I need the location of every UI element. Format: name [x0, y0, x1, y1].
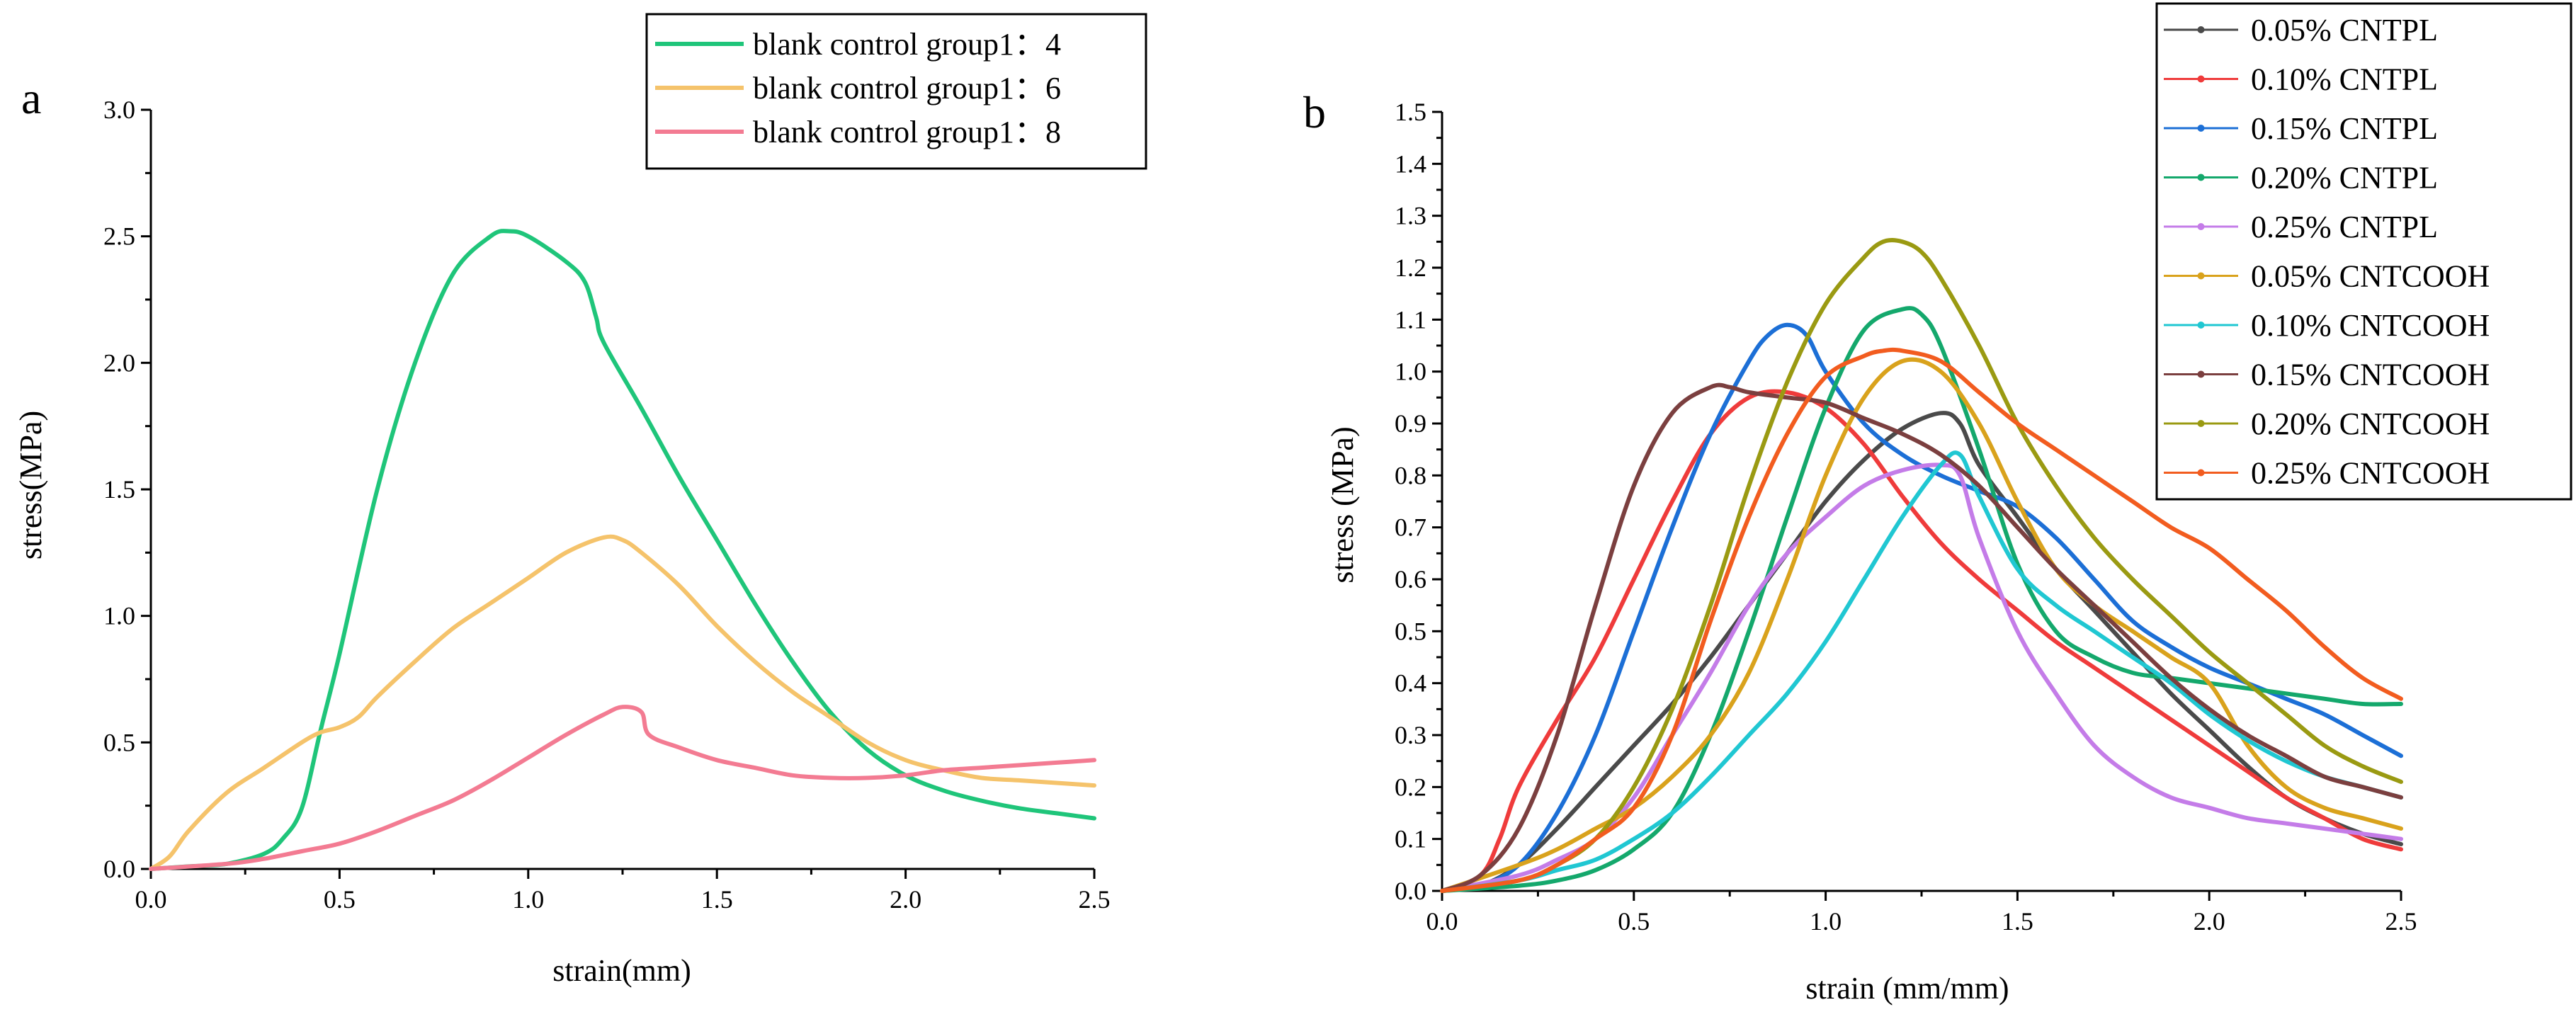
panel-b-y-tick-label: 1.5: [1395, 98, 1426, 126]
panel-b-legend-marker: [2197, 322, 2205, 329]
panel-a-x-label: strain(mm): [552, 953, 691, 988]
panel-b-legend-box: [2155, 2, 2572, 501]
panel-b-x-tick-label: 1.5: [2002, 907, 2033, 936]
panel-b-legend-marker: [2197, 125, 2205, 132]
panel-b-legend-label: 0.10% CNTCOOH: [2251, 308, 2490, 343]
panel-b-y-tick-label: 0.6: [1395, 565, 1426, 593]
panel-b-y-tick-label: 0.4: [1395, 669, 1426, 698]
panel-a-x-tick-label: 0.5: [324, 885, 356, 914]
panel-a-x-tick-label: 1.5: [701, 885, 733, 914]
panel-a-chart: a 0.0 0.5 1.0 1.5 2.0 2.5 0.0 0.5 1.0 1.5 2.0 2.5 3.…: [13, 13, 1147, 988]
panel-a-y-tick-label: 2.5: [103, 222, 135, 251]
panel-a-legend-label: blank control group1：4: [753, 27, 1061, 62]
panel-a-series-line-1: [149, 229, 1096, 871]
panel-b-y-tick-label: 0.9: [1395, 409, 1426, 438]
panel-b-series-line-9: [1440, 238, 2403, 893]
panel-b-x-tick-label: 0.5: [1618, 907, 1650, 936]
panel-b-y-tick-label: 0.5: [1395, 617, 1426, 645]
panel-b-y-tick-label: 0.7: [1395, 513, 1426, 542]
panel-b-legend-marker: [2197, 174, 2205, 181]
panel-b-legend-label: 0.10% CNTPL: [2251, 62, 2438, 97]
panel-b-x-tick-label: 0.0: [1426, 907, 1458, 936]
panel-a-series: [149, 229, 1096, 871]
panel-b-chart: b 0.0 0.5 1.0 1.5 2.0 2.50.00.10.20.30.40.50.…: [1303, 2, 2572, 1006]
panel-b-x-tick-label: 2.0: [2194, 907, 2225, 936]
panel-b-series-line-1: [1440, 411, 2403, 893]
panel-b-y-tick-label: 0.2: [1395, 773, 1426, 801]
panel-b-legend-marker: [2197, 469, 2205, 477]
panel-b-y-tick-label: 0.1: [1395, 825, 1426, 853]
panel-a-x-tick-label: 2.0: [890, 885, 921, 914]
panel-a-legend-label: blank control group1：8: [753, 115, 1061, 149]
panel-b-legend-label: 0.05% CNTCOOH: [2251, 259, 2490, 294]
panel-a-y-tick-label: 0.0: [103, 855, 135, 883]
panel-a-y-tick-label: 0.5: [103, 728, 135, 756]
panel-b-legend-label: 0.25% CNTPL: [2251, 210, 2438, 244]
panel-b-legend-label: 0.25% CNTCOOH: [2251, 456, 2490, 491]
panel-b-series: [1440, 238, 2403, 893]
panel-b-series-line-7: [1440, 450, 2403, 893]
panel-a-legend-box: [645, 13, 1147, 170]
panel-b-y-tick-label: 1.0: [1395, 358, 1426, 386]
panel-b-legend-marker: [2197, 420, 2205, 427]
panel-b-legend-marker: [2197, 223, 2205, 230]
panel-b-legend-label: 0.15% CNTCOOH: [2251, 358, 2490, 392]
panel-a-legend-label: blank control group1：6: [753, 71, 1061, 106]
panel-b-x-tick-label: 2.5: [2385, 907, 2417, 936]
panel-b-legend-marker: [2197, 75, 2205, 83]
panel-b-series-line-5: [1440, 462, 2403, 893]
panel-b-x-label: strain (mm/mm): [1805, 971, 2009, 1006]
panel-a-series-line-2: [149, 534, 1096, 871]
panel-b-y-tick-label: 0.8: [1395, 461, 1426, 489]
panel-b-legend-label: 0.15% CNTPL: [2251, 111, 2438, 146]
panel-a-y-tick-label: 3.0: [103, 96, 135, 124]
panel-b-y-tick-label: 1.2: [1395, 254, 1426, 282]
panel-b-legend: 0.05% CNTPL 0.10% CNTPL 0.15% CNTPL 0.20% C…: [2155, 2, 2572, 501]
panel-b-ticks: 0.0 0.5 1.0 1.5 2.0 2.5 0.0 0.1 0.2 0.3 0.4 0.5 0.6 0…: [1395, 98, 2417, 936]
panel-a-series-line-3: [149, 705, 1096, 871]
panel-a-letter: a: [21, 73, 41, 123]
panel-a-y-tick-label: 1.0: [103, 602, 135, 630]
panel-a-x-tick-label: 0.0: [135, 885, 167, 914]
panel-b-y-tick-label: 1.3: [1395, 202, 1426, 230]
panel-b-y-tick-label: 0.0: [1395, 877, 1426, 905]
panel-a-y-label: stress(MPa): [13, 411, 48, 559]
panel-b-y-tick-label: 1.4: [1395, 149, 1426, 178]
panel-a-ticks: 0.0 0.5 1.0 1.5 2.0 2.5 0.0 0.5 1.0 1.5 2.0 2.5 3.0: [103, 96, 1111, 914]
panel-a-x-tick-label: 2.5: [1079, 885, 1111, 914]
panel-b-series-line-6: [1440, 357, 2403, 893]
panel-b-letter: b: [1303, 87, 1326, 137]
panel-b-legend-marker: [2197, 370, 2205, 378]
panel-b-legend-label: 0.05% CNTPL: [2251, 13, 2438, 47]
panel-b-legend-marker: [2197, 272, 2205, 280]
panel-a-y-tick-label: 2.0: [103, 348, 135, 377]
panel-b-series-line-10: [1440, 347, 2403, 893]
panel-a-y-tick-label: 1.5: [103, 475, 135, 504]
panel-b-series-line-8: [1440, 382, 2403, 893]
panel-b-legend-label: 0.20% CNTPL: [2251, 161, 2438, 195]
panel-b-x-tick-label: 1.0: [1810, 907, 1842, 936]
panel-b-series-line-3: [1440, 322, 2403, 893]
panel-a-legend: blank control group1：4 blank control grou…: [645, 13, 1147, 170]
panel-b-y-tick-label: 1.1: [1395, 305, 1426, 334]
panel-a-x-tick-label: 1.0: [512, 885, 544, 914]
panel-b-y-tick-label: 0.3: [1395, 721, 1426, 749]
panel-b-legend-marker: [2197, 26, 2205, 33]
panel-b-y-label: stress (MPa): [1325, 426, 1360, 583]
panel-b-legend-label: 0.20% CNTCOOH: [2251, 406, 2490, 441]
